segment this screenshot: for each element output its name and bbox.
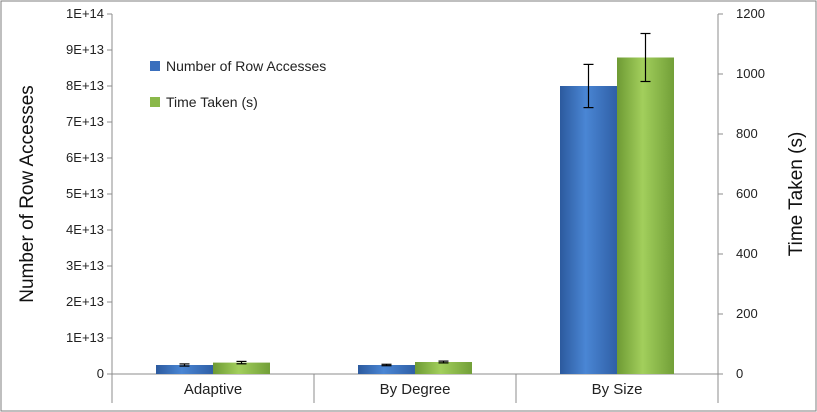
y-tick-label: 0 xyxy=(97,366,104,381)
x-tick-label: Adaptive xyxy=(184,381,242,398)
y-tick-label: 2E+13 xyxy=(66,294,104,309)
y-tick-label: 1E+13 xyxy=(66,330,104,345)
y2-tick-label: 0 xyxy=(736,366,743,381)
y2-tick-label: 800 xyxy=(736,126,758,141)
y2-tick-label: 1000 xyxy=(736,66,765,81)
bar-row-accesses xyxy=(358,365,415,374)
bar-time-taken xyxy=(415,362,472,374)
legend-swatch-row-accesses xyxy=(150,61,160,71)
y-tick-label: 1E+14 xyxy=(66,6,104,21)
y2-axis-title: Time Taken (s) xyxy=(786,132,807,257)
y2-tick-label: 600 xyxy=(736,186,758,201)
x-tick-label: By Degree xyxy=(380,381,451,398)
bar-row-accesses xyxy=(156,365,213,374)
legend-label-row-accesses: Number of Row Accesses xyxy=(166,58,326,74)
y2-tick-label: 200 xyxy=(736,306,758,321)
legend-label-time-taken: Time Taken (s) xyxy=(166,94,258,110)
y-tick-label: 6E+13 xyxy=(66,150,104,165)
y-tick-label: 9E+13 xyxy=(66,42,104,57)
bar-row-accesses xyxy=(560,86,617,374)
legend-swatch-time-taken xyxy=(150,97,160,107)
x-tick-label: By Size xyxy=(592,381,643,398)
y-tick-label: 4E+13 xyxy=(66,222,104,237)
y-tick-label: 5E+13 xyxy=(66,186,104,201)
bar-time-taken xyxy=(213,362,270,374)
y2-tick-label: 1200 xyxy=(736,6,765,21)
y-tick-label: 3E+13 xyxy=(66,258,104,273)
y-tick-label: 8E+13 xyxy=(66,78,104,93)
y2-tick-label: 400 xyxy=(736,246,758,261)
y-tick-label: 7E+13 xyxy=(66,114,104,129)
plot-area: 0 1E+13 2E+13 3E+13 4E+13 5E+13 6E+13 7E+13 8E+1… xyxy=(66,6,765,403)
y-axis-title: Number of Row Accesses xyxy=(17,85,38,303)
bar-time-taken xyxy=(617,57,674,374)
